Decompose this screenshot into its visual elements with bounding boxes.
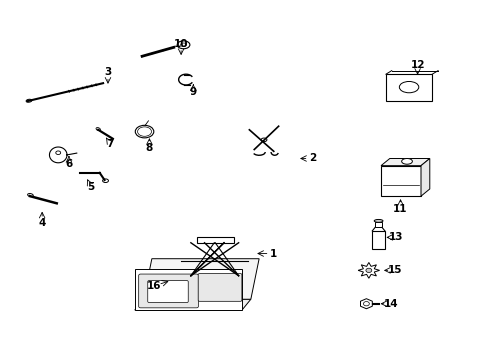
Text: 12: 12 [409,60,424,70]
Polygon shape [135,269,242,310]
Bar [380,166,420,196]
Text: 7: 7 [106,139,114,149]
Ellipse shape [56,151,61,154]
Text: 4: 4 [39,218,46,228]
Ellipse shape [135,125,154,138]
Ellipse shape [137,127,151,136]
Ellipse shape [365,268,371,273]
Bar [374,222,381,227]
Ellipse shape [363,302,368,306]
Bar [196,237,233,243]
Polygon shape [135,299,250,310]
Polygon shape [380,158,429,166]
Polygon shape [357,262,379,278]
Ellipse shape [401,158,411,164]
Ellipse shape [180,43,186,46]
Ellipse shape [27,194,33,197]
Text: 10: 10 [174,39,188,49]
Ellipse shape [26,99,32,102]
Text: 14: 14 [383,299,397,309]
Ellipse shape [96,127,100,131]
Polygon shape [360,299,371,309]
Polygon shape [143,259,259,299]
Text: 1: 1 [269,248,277,258]
Text: 5: 5 [87,182,94,192]
Bar [188,276,242,282]
FancyBboxPatch shape [139,274,198,308]
Bar [385,74,431,101]
Polygon shape [420,158,429,196]
Ellipse shape [373,220,382,222]
Text: 11: 11 [392,204,407,214]
Text: 8: 8 [145,143,153,153]
Text: 2: 2 [308,153,316,163]
Ellipse shape [239,273,249,279]
Bar [371,231,384,249]
Text: 9: 9 [189,87,197,97]
Text: 16: 16 [147,281,161,291]
Ellipse shape [399,81,418,93]
Text: 3: 3 [104,67,111,77]
Text: 13: 13 [387,232,402,242]
Text: 15: 15 [386,265,401,275]
FancyBboxPatch shape [147,280,188,302]
Ellipse shape [139,128,149,135]
Ellipse shape [177,41,189,49]
FancyBboxPatch shape [198,274,242,301]
Ellipse shape [102,179,108,183]
Text: 6: 6 [65,159,72,169]
Ellipse shape [261,138,266,141]
